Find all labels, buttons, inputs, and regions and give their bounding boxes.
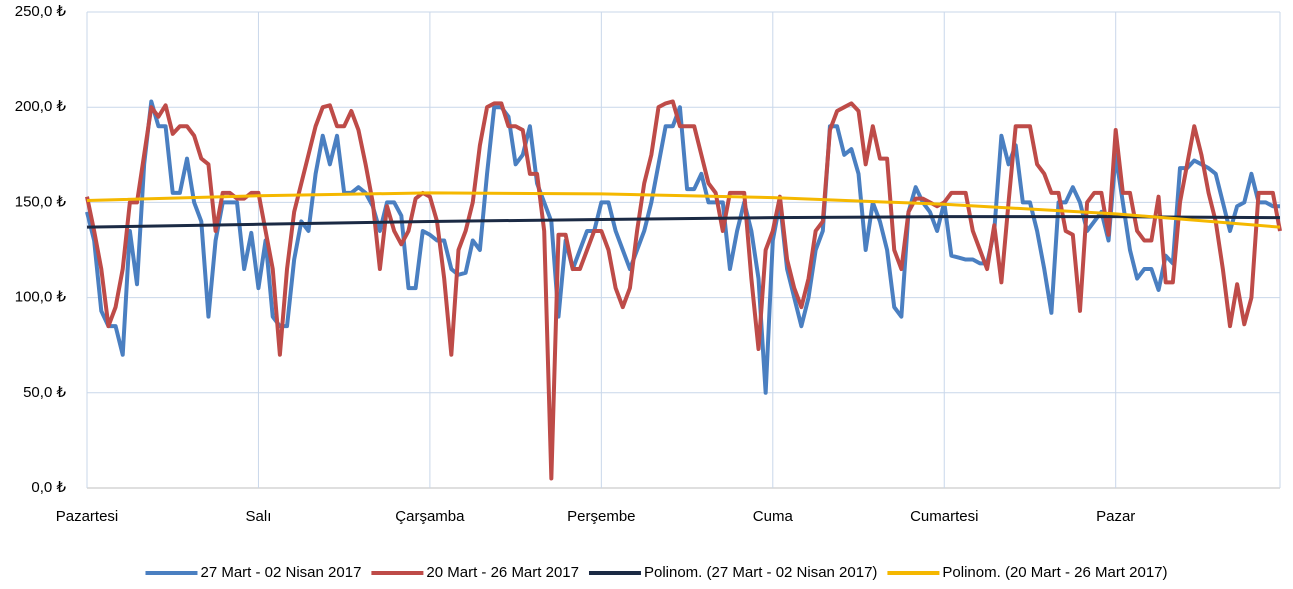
series-line [86, 191, 1281, 229]
y-tick-label: 0,0 ₺ [31, 479, 66, 496]
legend-label: Polinom. (20 Mart - 26 Mart 2017) [942, 564, 1167, 581]
y-tick-label: 50,0 ₺ [23, 384, 66, 401]
y-tick-label: 150,0 ₺ [15, 193, 67, 210]
legend-label: Polinom. (27 Mart - 02 Nisan 2017) [644, 564, 877, 581]
series-line [85, 99, 1282, 481]
legend-label: 27 Mart - 02 Nisan 2017 [200, 564, 361, 581]
x-tick-label: Cumartesi [910, 508, 978, 525]
x-tick-label: Pazar [1096, 508, 1135, 525]
x-tick-label: Çarşamba [395, 508, 465, 525]
x-tick-label: Pazartesi [56, 508, 119, 525]
y-tick-label: 100,0 ₺ [15, 289, 67, 306]
legend-label: 20 Mart - 26 Mart 2017 [426, 564, 579, 581]
y-tick-label: 200,0 ₺ [15, 98, 67, 115]
series-line [86, 215, 1281, 229]
x-tick-label: Salı [246, 508, 272, 525]
x-tick-label: Cuma [753, 508, 794, 525]
series-line [85, 99, 1280, 395]
y-tick-label: 250,0 ₺ [15, 3, 67, 20]
x-tick-label: Perşembe [567, 508, 635, 525]
